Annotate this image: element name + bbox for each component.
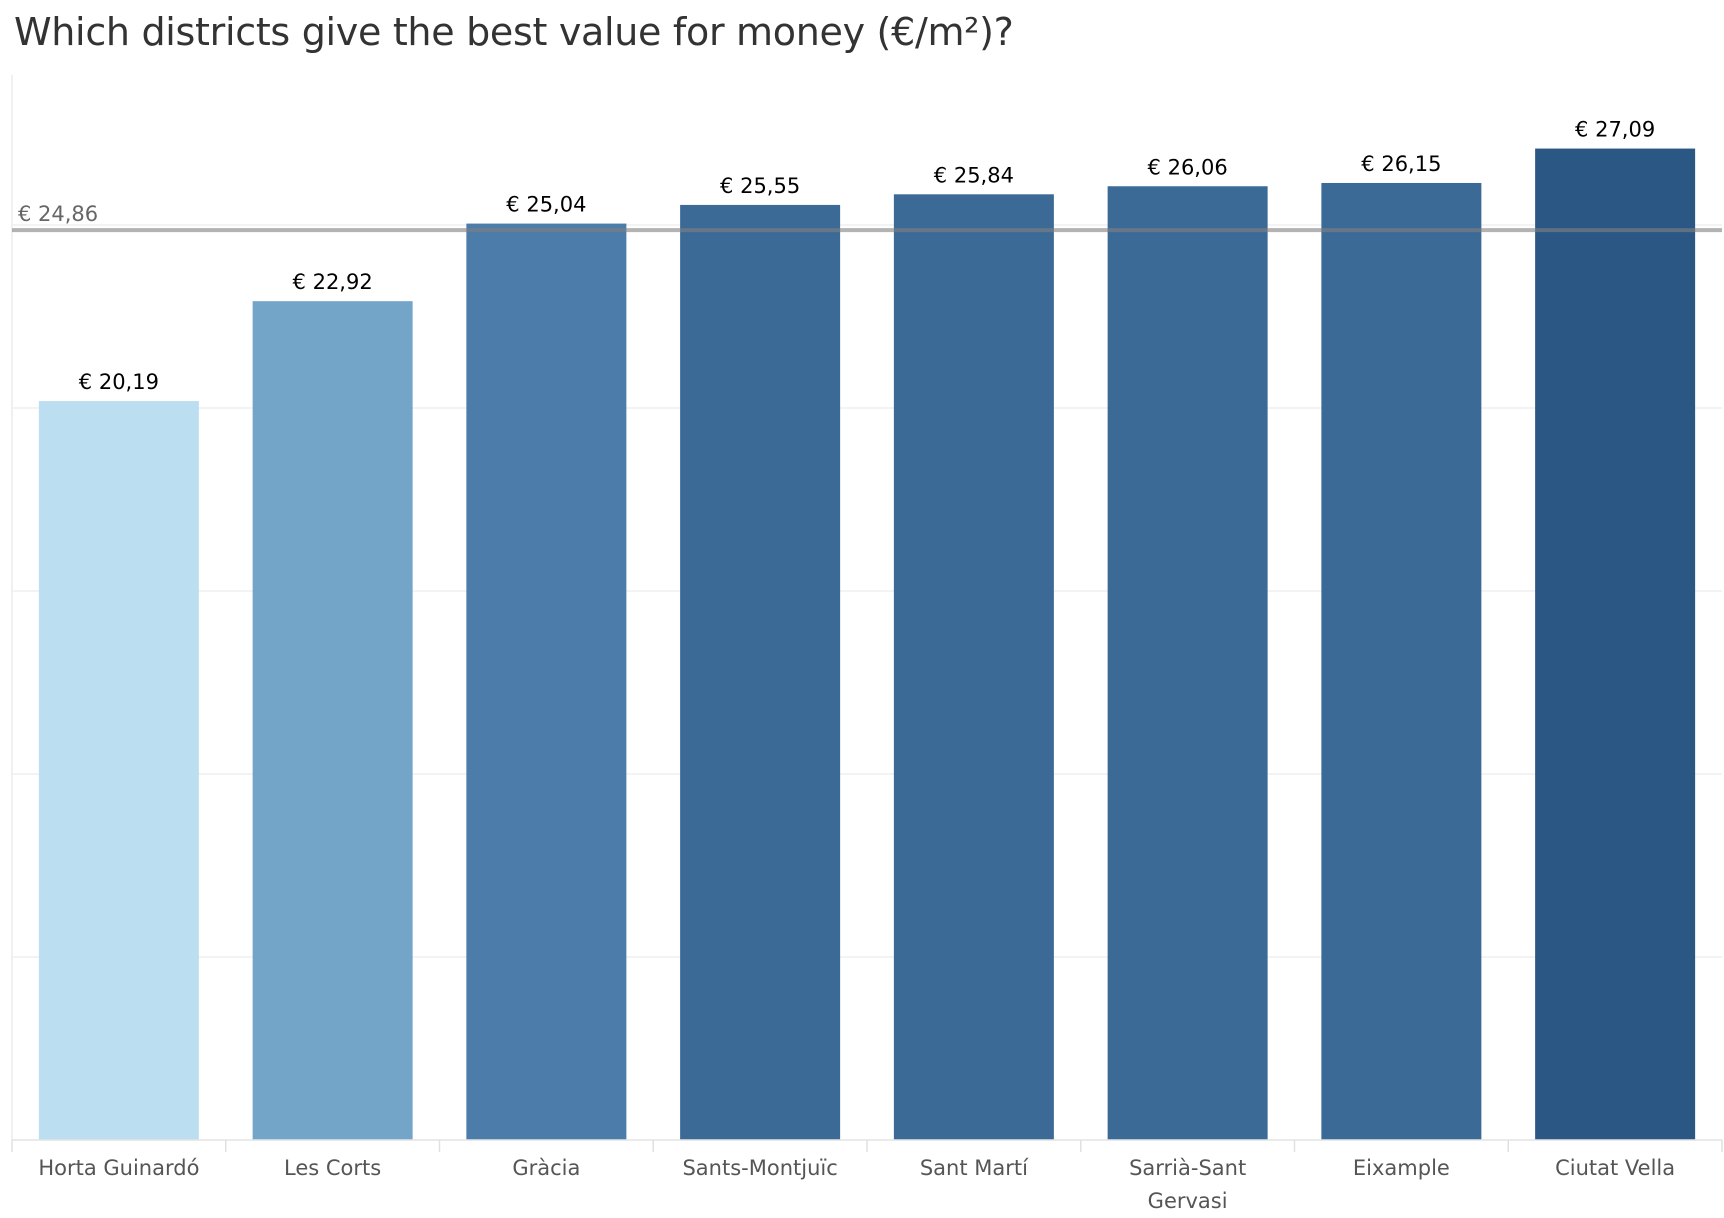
reference-line-group: € 24,86 bbox=[12, 202, 1722, 233]
x-tick-label: Sant Martí bbox=[920, 1156, 1029, 1180]
x-tick-label: Eixample bbox=[1353, 1156, 1450, 1180]
bar-value-label: € 22,92 bbox=[293, 270, 373, 294]
bar-value-label: € 25,55 bbox=[720, 174, 800, 198]
bar[interactable] bbox=[1321, 182, 1482, 1140]
bar[interactable] bbox=[893, 194, 1054, 1141]
bar[interactable] bbox=[466, 223, 627, 1140]
x-tick-label: Sants-Montjuïc bbox=[682, 1156, 837, 1180]
bar[interactable] bbox=[1535, 148, 1696, 1140]
chart-title: Which districts give the best value for … bbox=[14, 10, 1014, 54]
bars bbox=[38, 148, 1696, 1141]
bar[interactable] bbox=[38, 401, 199, 1140]
bar-value-label: € 25,04 bbox=[506, 193, 586, 217]
bar-value-label: € 25,84 bbox=[934, 163, 1014, 187]
x-tick-label: Gervasi bbox=[1148, 1189, 1228, 1213]
bar[interactable] bbox=[680, 204, 841, 1141]
bar-value-label: € 26,06 bbox=[1148, 155, 1228, 179]
x-axis: Horta Guinardó Les Corts Gràcia Sants-Montj… bbox=[11, 1139, 1723, 1213]
bar[interactable] bbox=[1107, 186, 1268, 1140]
x-tick-label: Les Corts bbox=[284, 1156, 381, 1180]
bar[interactable] bbox=[252, 301, 413, 1140]
reference-line-label: € 24,86 bbox=[18, 202, 98, 226]
x-tick-label: Gràcia bbox=[512, 1156, 580, 1180]
x-tick-label: Sarrià-Sant bbox=[1129, 1156, 1246, 1180]
bar-value-label: € 26,15 bbox=[1361, 152, 1441, 176]
bar-value-labels: € 20,19 € 22,92 € 25,04 € 25,55 € 25,84 € 26,… bbox=[79, 118, 1655, 395]
bar-value-label: € 27,09 bbox=[1575, 118, 1655, 142]
bar-value-label: € 20,19 bbox=[79, 370, 159, 394]
x-tick-label: Horta Guinardó bbox=[38, 1156, 199, 1180]
x-tick-label: Ciutat Vella bbox=[1555, 1156, 1675, 1180]
